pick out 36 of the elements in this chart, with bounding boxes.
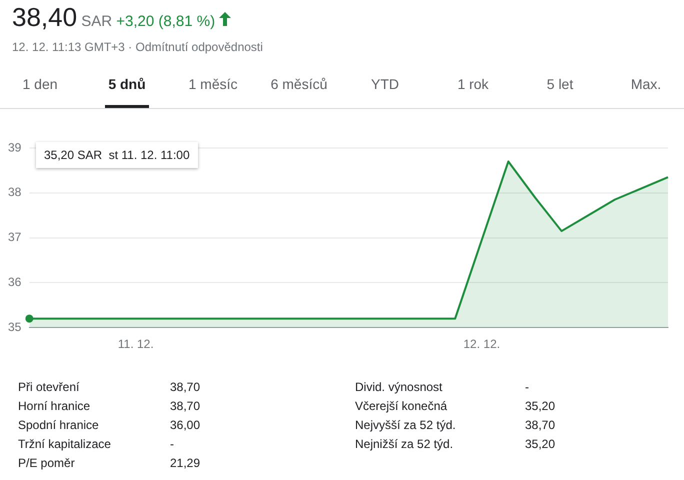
x-tick-label: 12. 12. <box>463 337 500 352</box>
text: - <box>170 437 174 451</box>
text: Nejvyšší za 52 týd. <box>355 418 456 432</box>
text: 38,70 <box>170 380 200 394</box>
text: 5 let <box>546 76 574 92</box>
text: 35,20 <box>525 399 556 413</box>
chart-title: 38,40 SAR +3,20 (8,81 %) <box>12 2 216 32</box>
y-tick-label: 35 <box>8 320 22 334</box>
text: Tržní kapitalizace <box>18 437 111 451</box>
annotation: 35,20 SAR st 11. 12. 11:00 <box>36 142 198 168</box>
text: YTD <box>371 76 399 92</box>
text: - <box>525 380 529 394</box>
text: Spodní hranice <box>18 418 99 432</box>
text: P/E poměr <box>18 456 75 470</box>
text: Horní hranice <box>18 399 90 413</box>
x-tick-label: 11. 12. <box>118 337 154 352</box>
chart-subtitle: 12. 12. 11:13 GMT+3 · Odmítnutí odpovědnosti <box>12 40 263 54</box>
y-tick-label: 36 <box>8 275 22 290</box>
text: 35,20 <box>525 437 556 451</box>
text: Včerejší konečná <box>355 399 448 413</box>
text: 1 den <box>22 76 58 92</box>
text: 38,70 <box>170 399 200 413</box>
text: 5 dnů <box>108 76 146 92</box>
y-tick-label: 38 <box>8 185 22 200</box>
text: 36,00 <box>170 418 200 432</box>
text: 1 měsíc <box>188 76 238 92</box>
text: 38,70 <box>525 418 556 432</box>
text: Při otevření <box>18 380 80 394</box>
y-tick-label: 39 <box>8 140 22 154</box>
text: 21,29 <box>170 456 200 470</box>
text: 6 měsíců <box>270 76 328 92</box>
y-tick-label: 37 <box>8 230 22 244</box>
text: Divid. výnosnost <box>355 380 442 394</box>
text: 1 rok <box>457 76 489 92</box>
text: Max. <box>630 76 662 92</box>
text: Nejnižší za 52 týd. <box>355 437 454 451</box>
